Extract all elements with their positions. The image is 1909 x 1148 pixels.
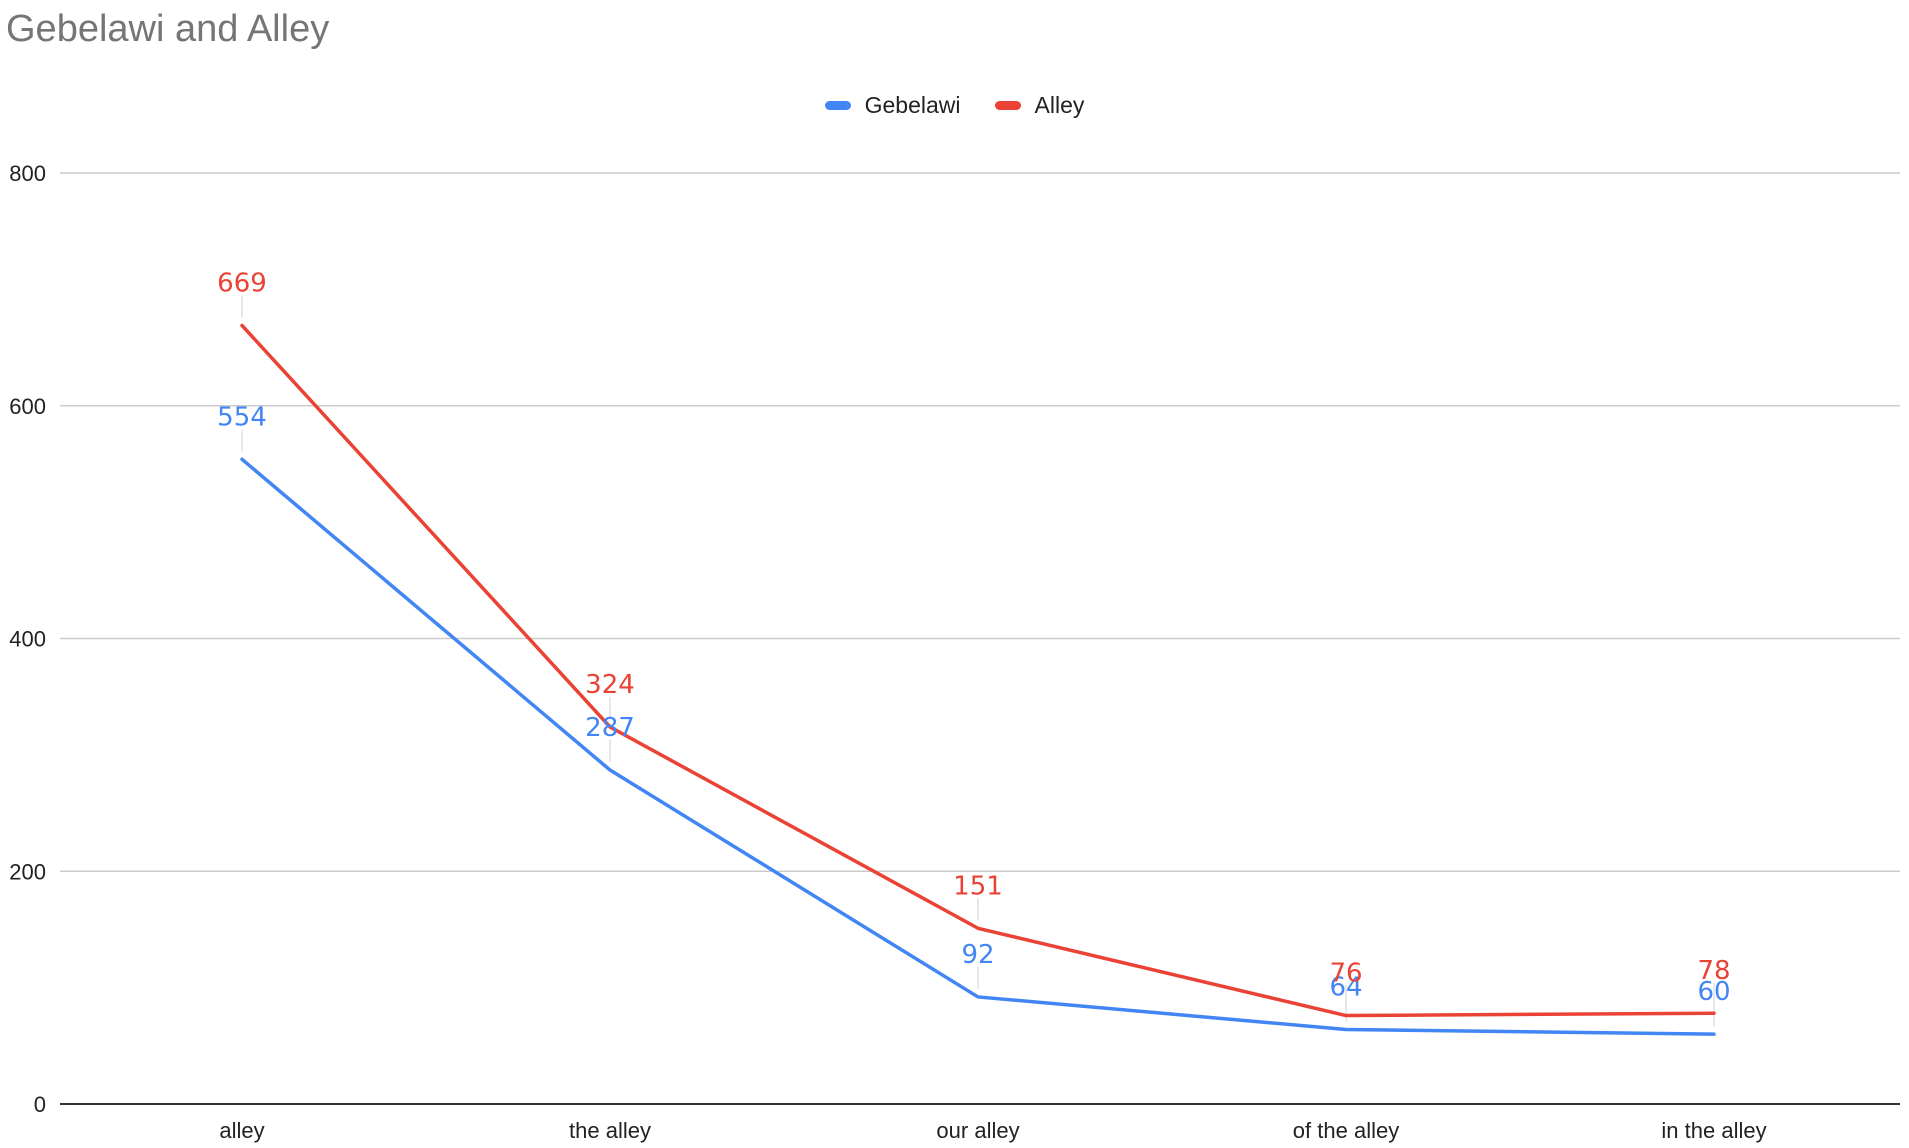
data-label-alley-our-alley: 151 (953, 871, 1003, 901)
y-tick-label-800: 800 (9, 161, 46, 186)
data-label-alley-the-alley: 324 (585, 670, 635, 700)
legend-label-gebelawi: Gebelawi (864, 92, 961, 118)
y-tick-label-0: 0 (34, 1092, 46, 1117)
legend-item-alley[interactable]: Alley (994, 92, 1085, 119)
legend-label-alley: Alley (1034, 92, 1085, 118)
legend-swatch-alley (994, 101, 1021, 110)
chart-title: Gebelawi and Alley (6, 8, 330, 50)
series-line-gebelawi (240, 457, 1716, 1036)
legend-item-gebelawi[interactable]: Gebelawi (824, 92, 961, 119)
x-tick-label-alley: alley (219, 1118, 264, 1143)
data-label-alley-alley: 669 (217, 268, 267, 298)
data-label-gebelawi-our-alley: 92 (961, 940, 994, 970)
data-label-gebelawi-in-the-alley: 60 (1697, 977, 1730, 1007)
data-label-gebelawi-alley: 554 (217, 402, 267, 432)
x-tick-label-our-alley: our alley (936, 1118, 1019, 1143)
x-tick-label-in-the-alley: in the alley (1661, 1118, 1766, 1143)
y-tick-label-600: 600 (9, 394, 46, 419)
y-tick-label-200: 200 (9, 859, 46, 884)
y-tick-label-400: 400 (9, 627, 46, 652)
data-label-alley-of-the-alley: 76 (1329, 959, 1362, 989)
legend: Gebelawi Alley (0, 92, 1909, 119)
x-tick-label-of-the-alley: of the alley (1293, 1118, 1399, 1143)
data-label-alley-in-the-alley: 78 (1697, 956, 1730, 986)
series-line-alley (240, 323, 1716, 1018)
data-label-gebelawi-of-the-alley: 64 (1329, 973, 1362, 1003)
legend-swatch-gebelawi (824, 101, 851, 110)
data-label-gebelawi-the-alley: 287 (585, 713, 635, 743)
x-tick-label-the-alley: the alley (569, 1118, 651, 1143)
